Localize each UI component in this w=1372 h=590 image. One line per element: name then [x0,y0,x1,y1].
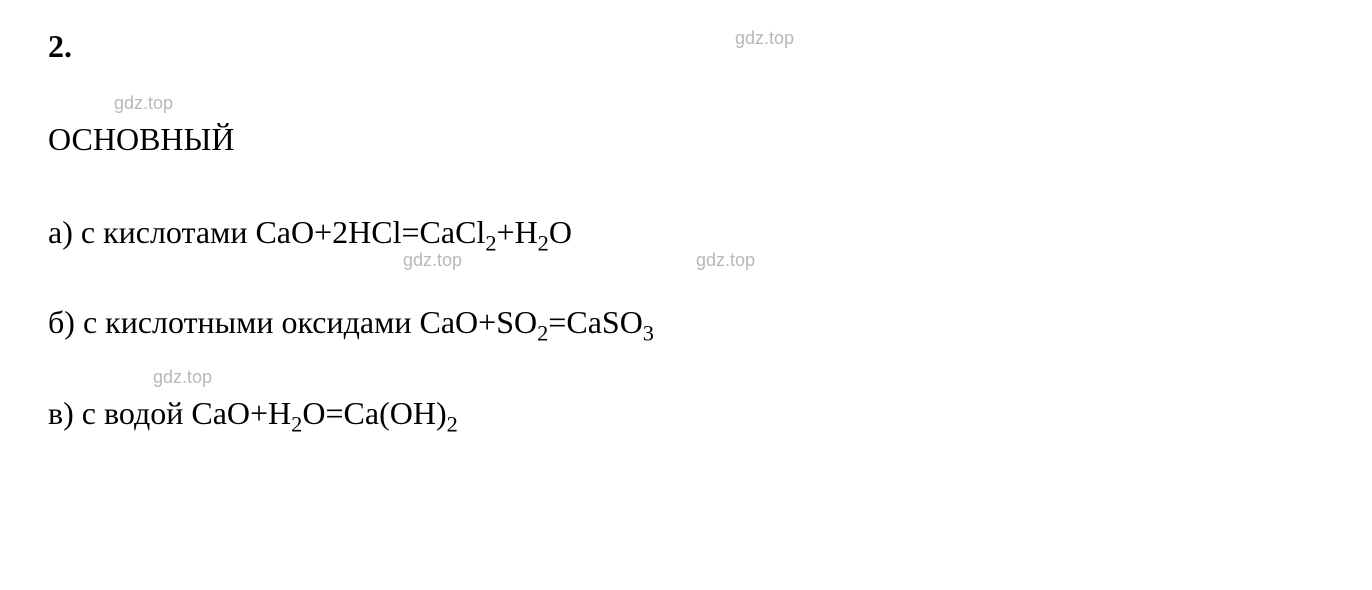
watermark-top-right: gdz.top [735,28,794,49]
item-a: а) с кислотами CaO+2HCl=CaCl2+H2O gdz.to… [48,214,1324,256]
item-b-label: б) с кислотными оксидами [48,304,411,340]
item-c-label: в) с водой [48,395,183,431]
item-c: gdz.top в) с водой CaO+H2O=Ca(OH)2 [48,395,1324,437]
item-c-equation: CaO+H2O=Ca(OH)2 [191,395,457,431]
item-b-equation: CaO+SO2=CaSO3 [419,304,654,340]
watermark-heading: gdz.top [114,93,173,114]
watermark-item-a-left: gdz.top [403,250,462,271]
item-a-equation: CaO+2HCl=CaCl2+H2O [255,214,572,250]
question-number: 2. gdz.top [48,28,1324,65]
heading-text: ОСНОВНЫЙ [48,121,235,157]
watermark-item-a-right: gdz.top [696,250,755,271]
question-number-text: 2. [48,28,72,64]
oxide-type-heading: gdz.top ОСНОВНЫЙ [48,121,1324,158]
item-b: б) с кислотными оксидами CaO+SO2=CaSO3 [48,304,1324,346]
watermark-item-c: gdz.top [153,367,212,388]
item-a-label: а) с кислотами [48,214,247,250]
